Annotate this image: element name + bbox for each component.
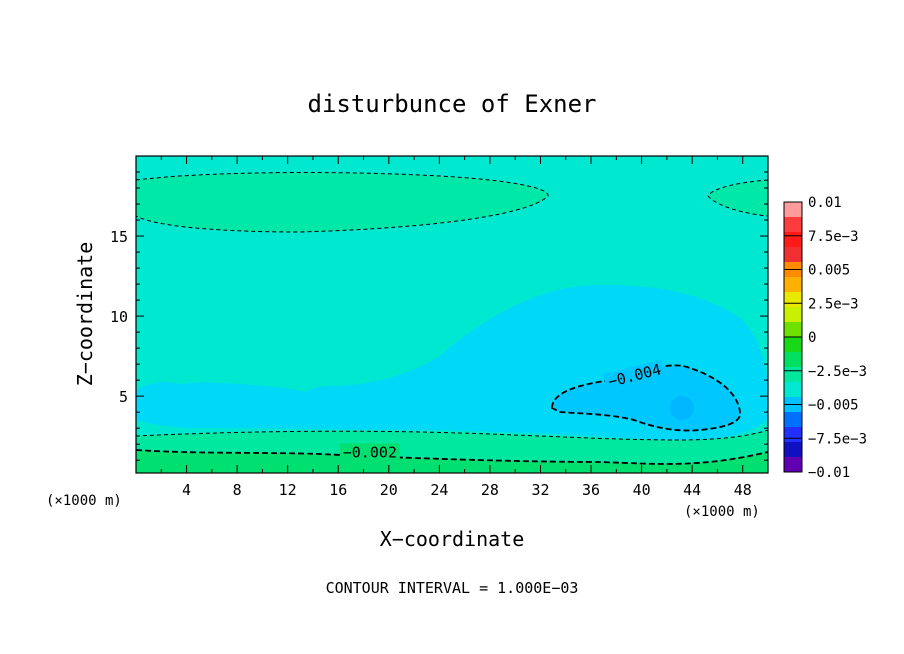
contour-field	[136, 156, 768, 473]
contour-label-group: −0.002	[339, 443, 400, 461]
colorbar-swatch	[784, 292, 802, 308]
y-axis: 5 10 15	[110, 171, 768, 461]
x-unit-left: (×1000 m)	[46, 493, 122, 509]
colorbar-label: 0.01	[808, 195, 842, 211]
colorbar-label: −2.5e−3	[808, 364, 867, 380]
y-tick-label: 5	[119, 388, 128, 406]
x-tick-label: 4	[182, 481, 191, 499]
colorbar-label: −0.01	[808, 465, 850, 481]
contour-label-bg	[603, 359, 666, 390]
colorbar-swatch	[784, 337, 802, 353]
colorbar-swatch	[784, 427, 802, 443]
x-tick-label: 16	[329, 481, 347, 499]
colorbar-swatch	[784, 277, 802, 293]
contour-interval-note: CONTOUR INTERVAL = 1.000E−03	[326, 579, 579, 597]
x-axis-label: X−coordinate	[380, 527, 525, 551]
colorbar-swatch	[784, 232, 802, 248]
x-tick-label: 48	[734, 481, 752, 499]
colorbar-swatch	[784, 322, 802, 338]
y-tick-label: 15	[110, 228, 128, 246]
x-tick-label: 12	[279, 481, 297, 499]
colorbar-swatch	[784, 247, 802, 263]
contour-line-minus-0002	[136, 449, 768, 465]
colorbar-swatch	[784, 352, 802, 368]
x-tick-label: 44	[683, 481, 701, 499]
contour-line-surface	[136, 429, 768, 441]
contour-line-minus-0004	[551, 364, 741, 432]
colorbar-label: 0	[808, 330, 816, 346]
x-tick-label: 8	[233, 481, 242, 499]
upper-band-right	[708, 180, 768, 216]
colorbar-label: −0.005	[808, 398, 859, 414]
plot-frame	[135, 155, 769, 474]
minimum-center	[670, 396, 694, 420]
colorbar-swatch	[784, 457, 802, 473]
x-tick-label: 24	[430, 481, 448, 499]
surface-band-inner	[136, 450, 768, 473]
x-tick-label: 40	[633, 481, 651, 499]
colorbar-swatch	[784, 382, 802, 398]
x-axis: 4 8 12 16 20 24 28 32 36 40 44 48	[160, 156, 752, 499]
y-tick-label: 10	[110, 308, 128, 326]
x-tick-label: 36	[582, 481, 600, 499]
y-axis-label: Z−coordinate	[73, 242, 97, 387]
colorbar-swatch	[784, 412, 802, 428]
x-tick-label: 32	[531, 481, 549, 499]
contour-label-bg	[339, 443, 400, 460]
contour-line-upper-left	[136, 172, 549, 233]
chart-title: disturbunce of Exner	[308, 90, 597, 118]
colorbar: 0.01 7.5e−3 0.005 2.5e−3 0 −2.5e−3 −0.005 −7.5e…	[783, 195, 867, 481]
upper-band-left	[136, 172, 549, 232]
contour-label: −0.002	[343, 443, 397, 461]
colorbar-swatch	[784, 367, 802, 383]
contour-line-upper-right	[707, 179, 768, 217]
colorbar-label: 2.5e−3	[808, 296, 859, 312]
colorbar-swatch	[784, 217, 802, 233]
x-unit-right: (×1000 m)	[684, 504, 760, 520]
colorbar-swatch	[784, 442, 802, 458]
colorbar-swatch	[784, 202, 802, 218]
colorbar-label: 7.5e−3	[808, 229, 859, 245]
x-tick-label: 20	[380, 481, 398, 499]
colorbar-label: −7.5e−3	[808, 431, 867, 447]
colorbar-label: 0.005	[808, 263, 850, 279]
colorbar-swatch	[784, 307, 802, 323]
x-tick-label: 28	[481, 481, 499, 499]
